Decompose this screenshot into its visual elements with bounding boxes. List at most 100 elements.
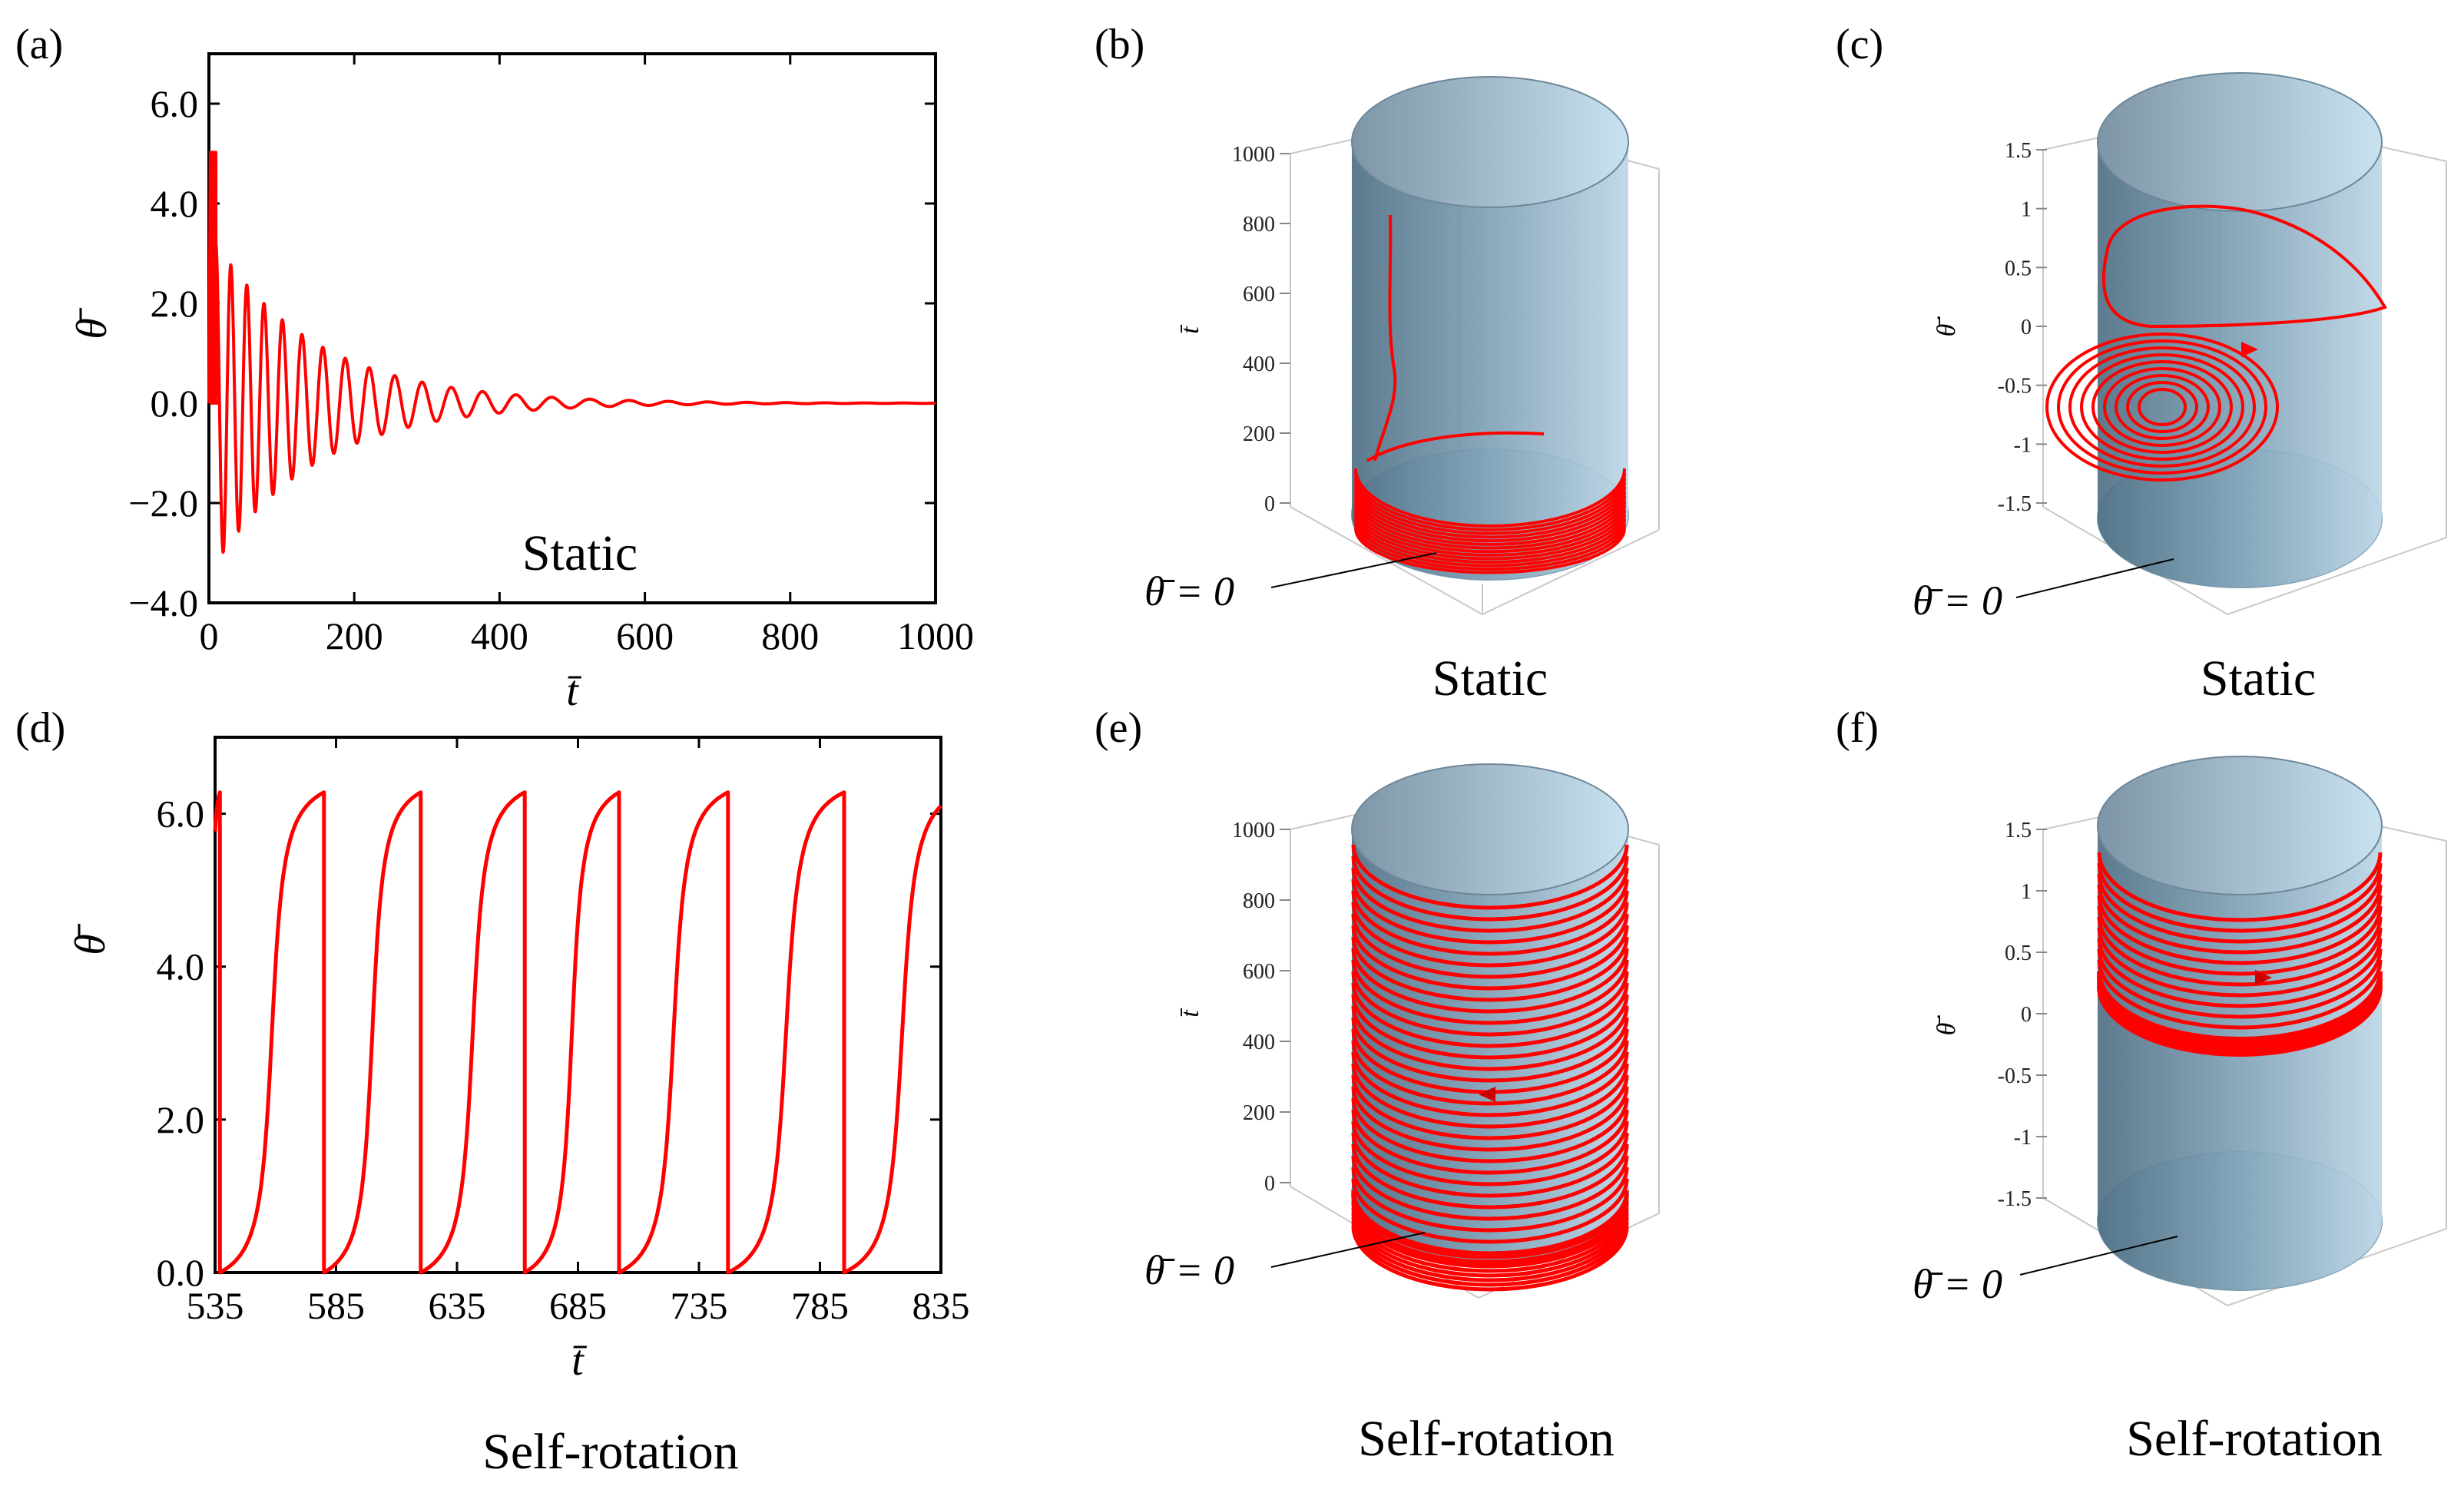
panel-e-helix-ring xyxy=(1351,844,1629,910)
panel-e-tick-label: 600 xyxy=(1243,960,1275,984)
panel-a-ytick-label: 2.0 xyxy=(151,282,199,325)
panel-e-helix-ring xyxy=(1351,1040,1629,1106)
panel-a-axes-frame xyxy=(207,52,937,604)
panel-b-tick-label: 800 xyxy=(1243,213,1275,237)
panel-d-series-line xyxy=(213,790,942,1275)
panel-d-label: (d) xyxy=(15,704,65,752)
panel-c-caption: Static xyxy=(2201,650,2316,707)
panel-c-tick-label: 0 xyxy=(2021,316,2032,339)
panel-a-caption: Static xyxy=(522,525,638,581)
panel-a-xtick-label: 600 xyxy=(616,614,674,657)
panel-f-cycle-ring xyxy=(2097,948,2383,1019)
panel-d-xtick-label: 635 xyxy=(429,1284,486,1327)
panel-e-helix-ring xyxy=(1351,959,1629,1025)
panel-f-marker-line xyxy=(2019,1236,2178,1276)
panel-a-ylabel: θ̄ xyxy=(68,307,116,339)
panel-f-tick-label: -1 xyxy=(2014,1126,2032,1150)
panel-a-tick-labels: 0 200 400 600 800 1000 −4.0 −2.0 0.0 2.0 4.0 6.0 xyxy=(128,82,974,657)
panel-f-tick-label: 0 xyxy=(2021,1003,2032,1027)
panel-e-helix-ring xyxy=(1351,1017,1629,1083)
panel-d-xtick-label: 585 xyxy=(307,1284,365,1327)
panel-e-vertical-label: t̄ xyxy=(1176,1008,1204,1018)
panel-d-xtick-label: 835 xyxy=(912,1284,970,1327)
panel-b-caption: Static xyxy=(1432,650,1548,707)
panel-b-label: (b) xyxy=(1095,21,1144,68)
panel-f-cycle-band xyxy=(2097,986,2383,1057)
panel-f-trajectory-limit-cycle xyxy=(2097,852,2383,1057)
panel-f-tick-label: 1 xyxy=(2021,880,2032,904)
panel-c-label: (c) xyxy=(1836,21,1883,68)
panel-a-ytick-label: 0.0 xyxy=(151,382,199,425)
panel-e-helix-ring xyxy=(1351,994,1629,1060)
panel-a-xlabel: t̄ xyxy=(566,667,581,715)
panel-e-helix-ring xyxy=(1351,1178,1629,1244)
panel-b-marker-label: θ̄ = 0 xyxy=(1144,568,1234,614)
panel-b-trajectory xyxy=(1354,214,1626,574)
panel-d: (d) 535 585 635 685 735 785 835 0.0 2.0 4.0 6.0 t̄… xyxy=(15,704,970,1480)
panel-e-tick-label: 1000 xyxy=(1232,819,1275,842)
panel-e: (e) 0 200 400 600 800 1000 t̄ θ̄ = 0 Self-rot… xyxy=(1095,704,1660,1467)
panel-f-tick-label: 1.5 xyxy=(2005,819,2032,842)
panel-f-cycle-ring xyxy=(2097,938,2383,1008)
panel-e-helix-ring xyxy=(1351,1120,1629,1186)
panel-a-ytick-label: −4.0 xyxy=(128,581,198,624)
panel-e-tick-label: 200 xyxy=(1243,1101,1275,1125)
panel-c-tick-label: 1.5 xyxy=(2005,139,2032,163)
panel-f-cycle-ring xyxy=(2097,873,2383,944)
panel-a-xtick-label: 200 xyxy=(326,614,383,657)
panel-b-tick-label: 1000 xyxy=(1232,143,1275,167)
panel-f-cycle-ring xyxy=(2097,862,2383,933)
panel-a-ytick-label: 6.0 xyxy=(151,82,199,125)
panel-b: (b) 0 200 400 600 800 1000 t̄ θ̄ = 0 Static xyxy=(1095,21,1660,707)
panel-d-tick-labels: 535 585 635 685 735 785 835 0.0 2.0 4.0 6.0 xyxy=(157,793,970,1327)
panel-c-marker-line xyxy=(2015,558,2174,598)
panel-d-xtick-label: 685 xyxy=(549,1284,607,1327)
panel-f-cycle-ring xyxy=(2097,884,2383,955)
panel-f-marker-label: θ̄ = 0 xyxy=(1913,1261,2002,1307)
panel-a-xtick-label: 400 xyxy=(471,614,528,657)
panel-b-tick-label: 600 xyxy=(1243,283,1275,306)
panel-e-helix-ring xyxy=(1351,1190,1629,1256)
panel-e-helix-ring xyxy=(1351,1143,1629,1210)
panel-e-marker-line xyxy=(1270,1232,1426,1268)
panel-c-vertical-label: θ̄̇ xyxy=(1932,316,1961,337)
panel-e-helix-ring-base xyxy=(1351,1216,1629,1282)
panel-e-helix-ring-base xyxy=(1351,1207,1629,1273)
panel-c-tick-label: -0.5 xyxy=(1998,375,2032,399)
panel-c-tick-label: 1 xyxy=(2021,198,2032,222)
panel-c-cylinder xyxy=(2097,72,2383,588)
panel-e-helix-ring xyxy=(1351,1097,1629,1163)
panel-c-trajectory xyxy=(2045,204,2387,482)
panel-e-helix-ring xyxy=(1351,925,1629,991)
panel-d-xtick-label: 785 xyxy=(791,1284,849,1327)
panel-f-tick-label: 0.5 xyxy=(2005,942,2032,965)
panel-b-vertical-label: t̄ xyxy=(1176,324,1204,334)
panel-b-trajectory-rise xyxy=(1373,214,1397,462)
panel-a-xtick-label: 800 xyxy=(761,614,819,657)
panel-e-helix-ring xyxy=(1351,982,1629,1048)
panel-b-trajectory-spiral xyxy=(1354,431,1626,574)
panel-c-tick-label: -1 xyxy=(2014,433,2032,457)
panel-f-tick-label: -1.5 xyxy=(1998,1187,2032,1211)
panel-d-caption: Self-rotation xyxy=(482,1424,739,1480)
panel-a-label: (a) xyxy=(15,21,63,68)
panel-f: (f) -1.5 -1 -0.5 0 0.5 1 1.5 θ̄̇ θ̄ = 0 Self-r… xyxy=(1836,704,2447,1467)
panel-e-helix-ring xyxy=(1351,879,1629,945)
panel-e-helix-ring-base xyxy=(1351,1193,1629,1259)
panel-c-direction-arrow xyxy=(2241,342,2258,357)
panel-b-tick-label: 200 xyxy=(1243,422,1275,446)
panel-f-tick-label: -0.5 xyxy=(1998,1064,2032,1088)
panel-e-helix-ring xyxy=(1351,1167,1629,1233)
panel-e-label: (e) xyxy=(1095,704,1142,752)
panel-b-marker-line xyxy=(1270,552,1437,588)
panel-e-direction-arrow xyxy=(1479,1087,1495,1102)
panel-e-caption: Self-rotation xyxy=(1358,1411,1615,1467)
panel-d-ylabel: θ̄ xyxy=(67,923,114,955)
panel-d-xtick-label: 735 xyxy=(671,1284,728,1327)
panel-e-tick-label: 400 xyxy=(1243,1031,1275,1054)
panel-f-cycle-band xyxy=(2097,978,2383,1049)
panel-d-xlabel: t̄ xyxy=(571,1337,587,1385)
panel-e-helix-ring xyxy=(1351,1086,1629,1152)
panel-f-cycle-ring xyxy=(2097,852,2383,922)
panel-c-marker-label: θ̄ = 0 xyxy=(1913,578,2002,624)
